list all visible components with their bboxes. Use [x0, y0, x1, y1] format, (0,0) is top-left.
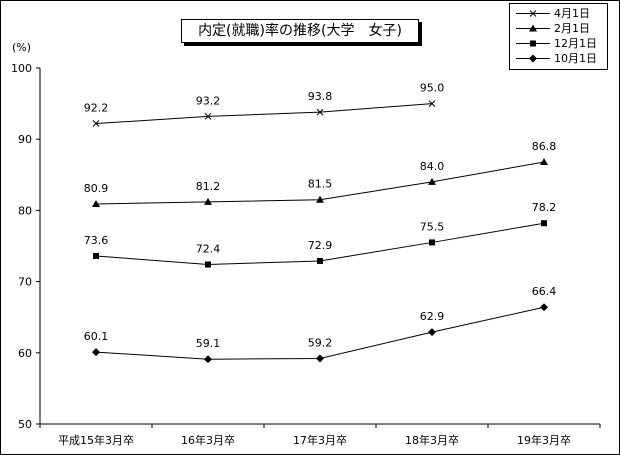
data-label: 93.2: [196, 94, 221, 107]
data-point-triangle-marker: [204, 197, 212, 205]
data-label: 86.8: [532, 140, 557, 153]
legend-label: 12月1日: [554, 37, 597, 50]
data-label: 92.2: [84, 102, 109, 115]
data-point-x-marker: [92, 120, 100, 127]
data-label: 84.0: [420, 160, 445, 173]
data-label: 93.8: [308, 90, 333, 103]
data-label: 81.5: [308, 178, 333, 191]
legend-item-apr1: 4月1日: [514, 6, 606, 21]
x-tick-label: 平成15年3月卒: [58, 433, 134, 447]
data-label: 73.6: [84, 234, 109, 247]
data-point-square-marker: [541, 220, 547, 227]
data-label: 59.2: [308, 336, 333, 349]
series-line-0: [95, 103, 433, 125]
data-point-triangle-marker: [540, 157, 548, 165]
y-tick-label: 60: [18, 347, 32, 360]
data-point-diamond-marker: [428, 328, 436, 337]
data-point-square-marker: [429, 239, 435, 246]
legend-item-feb1: 2月1日: [514, 21, 606, 36]
y-tick-label: 50: [18, 418, 32, 431]
data-point-square-marker: [317, 257, 323, 264]
data-point-diamond-marker: [540, 303, 548, 312]
x-tick-label: 18年3月卒: [405, 433, 459, 447]
legend: 4月1日 2月1日 12月1日 10月1日: [509, 3, 608, 70]
legend-label: 4月1日: [554, 7, 590, 20]
y-tick-label: 90: [18, 133, 32, 146]
y-tick-label: 70: [18, 276, 32, 289]
data-label: 59.1: [196, 337, 221, 350]
data-point-x-marker: [204, 113, 212, 120]
legend-item-oct1: 10月1日: [514, 51, 606, 66]
data-label: 75.5: [420, 220, 445, 233]
data-point-diamond-marker: [204, 355, 212, 364]
legend-marker-x-icon: [516, 10, 550, 17]
legend-marker-triangle-icon: [516, 24, 550, 32]
data-label: 78.2: [532, 201, 557, 214]
data-label: 72.4: [196, 243, 221, 256]
y-unit-label: (%): [12, 41, 32, 54]
data-point-square-marker: [205, 261, 211, 268]
data-point-x-marker: [316, 108, 324, 116]
data-label: 66.4: [532, 285, 557, 298]
data-point-triangle-marker: [428, 177, 436, 185]
data-label: 60.1: [84, 330, 109, 343]
data-point-triangle-marker: [92, 199, 100, 207]
legend-label: 2月1日: [554, 22, 590, 35]
data-point-diamond-marker: [316, 354, 324, 363]
y-tick-label: 80: [18, 204, 32, 217]
y-tick-label: 100: [11, 62, 32, 75]
legend-marker-diamond-icon: [516, 54, 550, 63]
data-label: 81.2: [196, 180, 221, 193]
x-tick-label: 17年3月卒: [293, 433, 347, 447]
data-point-diamond-marker: [92, 348, 100, 357]
data-point-square-marker: [93, 252, 99, 259]
legend-item-dec1: 12月1日: [514, 36, 606, 51]
series-line-3: [95, 306, 545, 360]
data-point-x-marker: [428, 100, 436, 107]
data-point-triangle-marker: [316, 195, 324, 203]
legend-label: 10月1日: [554, 52, 597, 65]
x-tick-label: 19年3月卒: [517, 433, 571, 447]
data-label: 95.0: [420, 82, 445, 95]
data-label: 80.9: [84, 182, 109, 195]
data-label: 72.9: [308, 239, 333, 252]
chart-title: 内定(就職)率の推移(大学 女子): [181, 19, 419, 43]
legend-marker-square-icon: [516, 40, 550, 47]
x-tick-label: 16年3月卒: [181, 433, 235, 447]
data-label: 62.9: [420, 310, 445, 323]
